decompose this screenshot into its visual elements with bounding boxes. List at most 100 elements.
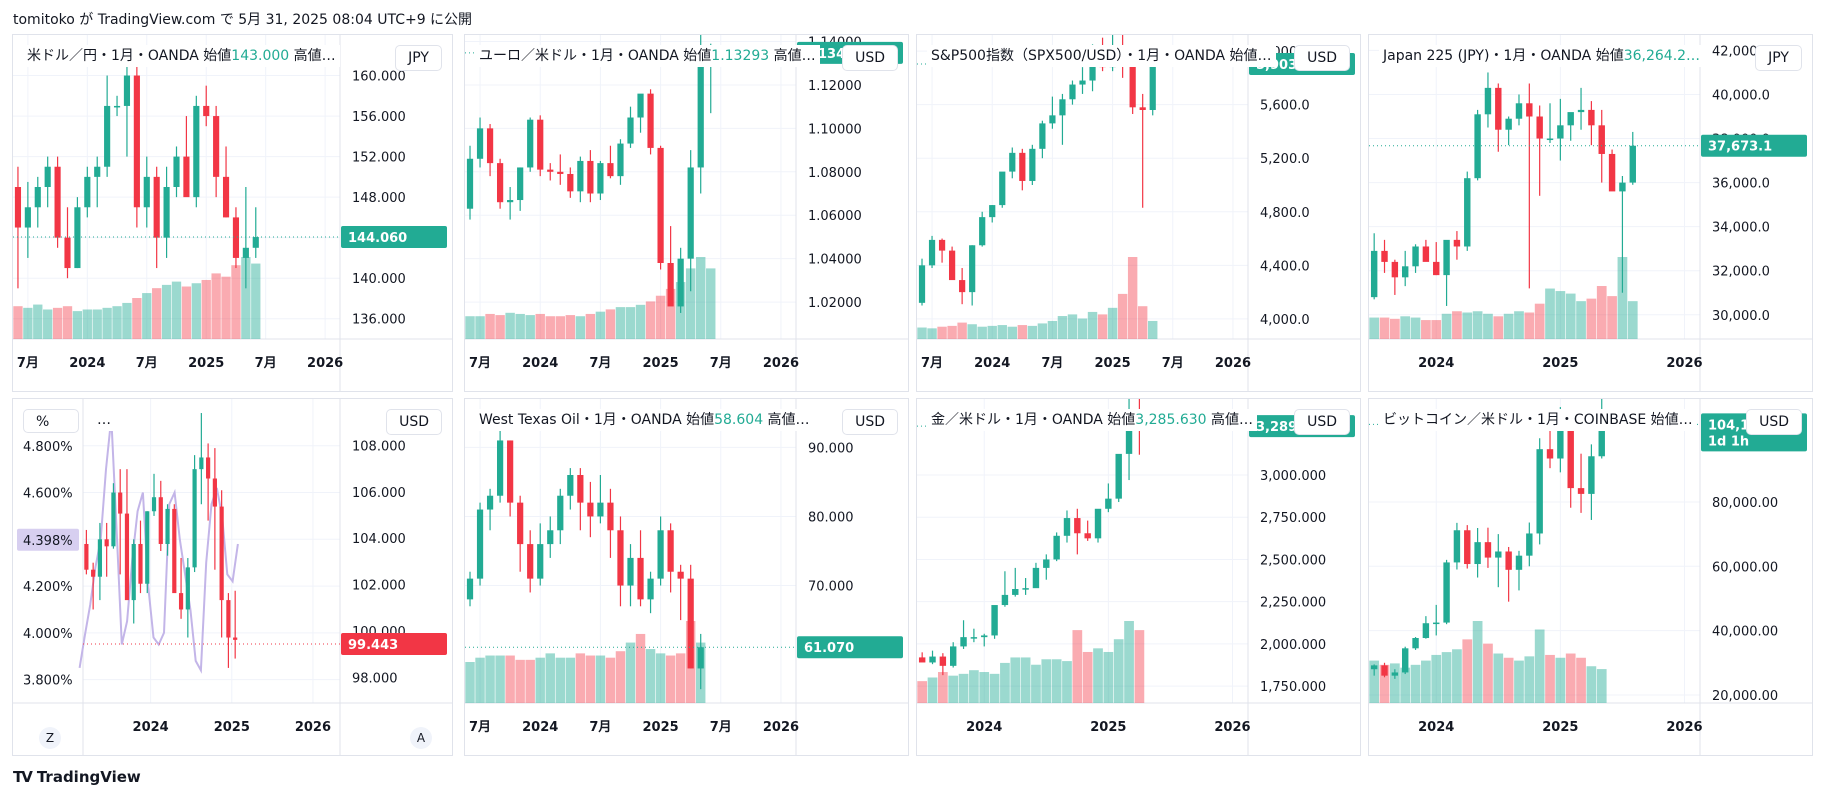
volume-bar <box>1431 320 1442 339</box>
candle-body <box>1370 250 1378 298</box>
volume-bar <box>505 655 515 703</box>
time-axis-label: 7月 <box>469 720 491 735</box>
candle-body <box>476 509 484 579</box>
volume-bar <box>1576 657 1586 703</box>
volume-bar <box>465 662 475 703</box>
candle-body <box>1536 116 1543 139</box>
volume-bar <box>1565 653 1576 703</box>
volume-bar <box>1051 659 1062 703</box>
currency-button[interactable]: USD <box>1746 409 1802 435</box>
volume-bar <box>1441 652 1452 703</box>
volume-bar <box>1041 659 1052 703</box>
candle-body <box>486 495 494 510</box>
volume-bar <box>43 309 53 339</box>
currency-button[interactable]: USD <box>842 409 898 435</box>
left-unit-button[interactable]: % <box>23 409 79 433</box>
time-axis-label: 2025 <box>1094 356 1130 371</box>
currency-button[interactable]: USD <box>386 409 442 435</box>
chart-panel-eurusd[interactable]: 1.02000 1.04000 1.06000 1.08000 1.10000 1.120… <box>464 34 909 392</box>
volume-bar <box>1596 669 1607 703</box>
volume-bar <box>1534 303 1545 339</box>
candle-body <box>647 578 654 600</box>
volume-bar <box>525 315 535 339</box>
candle-body <box>918 265 926 303</box>
chart-panel-spx500[interactable]: 4,000.0 4,400.0 4,800.0 5,200.0 5,600.0 6,000… <box>916 34 1361 392</box>
last-price-countdown: 1d 1h <box>1708 434 1749 449</box>
volume-bar <box>555 316 566 339</box>
currency-button[interactable]: USD <box>1294 45 1350 71</box>
candle-body <box>547 530 554 545</box>
currency-button[interactable]: JPY <box>395 45 442 71</box>
candle-body <box>677 571 684 579</box>
volume-bar <box>1617 257 1628 339</box>
candle-body <box>496 440 504 496</box>
candle-body <box>1139 107 1146 110</box>
volume-bar <box>1113 639 1124 703</box>
candle-body <box>557 495 564 531</box>
chart-panel-btcusd[interactable]: 20,000.00 40,000.00 60,000.00 80,000.00 2024… <box>1368 398 1813 756</box>
candle-body <box>1422 246 1430 262</box>
chart-panel-yield-dxy[interactable]: 3.800%4.000%4.200%4.400%4.600%4.800%98.0… <box>12 398 453 756</box>
candle-body <box>206 457 211 479</box>
right-axis-tick-label: 108.000 <box>352 439 406 454</box>
volume-bar <box>62 306 73 339</box>
tradingview-logo[interactable]: TV TradingView <box>13 768 141 786</box>
candle-body <box>145 511 150 584</box>
candle-body <box>1391 261 1399 278</box>
volume-bar <box>1472 311 1483 339</box>
volume-bar <box>665 288 676 339</box>
auto-scale-right-button[interactable]: A <box>410 727 432 749</box>
candle-body <box>1577 488 1585 494</box>
chart-panel-japan225[interactable]: 30,000.032,000.034,000.036,000.038,000.0… <box>1368 34 1813 392</box>
volume-bar <box>1082 651 1093 703</box>
volume-bar <box>1607 296 1617 339</box>
chart-title: ユーロ／米ドル・1月・OANDA 始値1.13293 高値… <box>475 45 820 67</box>
right-axis-tick-label: 2,750.000 <box>1260 511 1326 526</box>
volume-bar <box>475 657 485 703</box>
volume-bar <box>625 642 636 703</box>
candle-body <box>527 544 534 579</box>
currency-button[interactable]: USD <box>1294 409 1350 435</box>
volume-bar <box>1472 621 1483 703</box>
volume-bar <box>112 306 122 339</box>
right-axis-tick-label: 1.12000 <box>808 79 862 94</box>
candle-body <box>172 508 177 594</box>
currency-button[interactable]: JPY <box>1755 45 1802 71</box>
volume-bar <box>1545 288 1555 339</box>
candle-body <box>173 156 180 187</box>
candle-body <box>667 530 674 572</box>
candle-body <box>1053 535 1060 560</box>
volume-bar <box>635 633 646 703</box>
candle-body <box>999 171 1006 206</box>
left-axis-tick-label: 3.800% <box>23 674 73 689</box>
volume-bar <box>1027 325 1038 339</box>
volume-bar <box>927 677 938 703</box>
candle-body <box>123 75 131 106</box>
tradingview-logo-icon: TV <box>13 768 33 786</box>
auto-scale-left-button[interactable]: Z <box>39 727 61 749</box>
candle-body <box>677 258 684 307</box>
candle-body <box>1557 125 1564 139</box>
chart-panel-wti[interactable]: 70.000 80.000 90.000 7月 2024 7月 2025 7月 2026 61.0… <box>464 398 909 756</box>
volume-bar <box>947 325 957 339</box>
volume-bar <box>495 315 505 339</box>
candle-body <box>949 646 957 666</box>
time-axis-label: 2024 <box>133 720 169 735</box>
volume-bar <box>1514 660 1524 703</box>
volume-bar <box>1596 286 1607 339</box>
volume-bar <box>655 295 666 339</box>
volume-bar <box>1462 639 1473 703</box>
chart-panel-usdjpy[interactable]: 136.000140.000144.000148.000152.000156.0… <box>12 34 453 392</box>
right-axis-tick-label: 148.000 <box>352 191 406 206</box>
candle-body <box>1546 138 1554 141</box>
time-axis-label: 2024 <box>69 356 105 371</box>
volume-bar <box>1452 311 1462 339</box>
candle-body <box>131 543 136 601</box>
chart-panel-xauusd[interactable]: 1,750.000 2,000.000 2,250.000 2,500.000 2,75… <box>916 398 1361 756</box>
time-axis-label: 2026 <box>1666 720 1702 735</box>
volume-bar <box>201 279 211 339</box>
candle-body <box>199 457 204 470</box>
currency-button[interactable]: USD <box>842 45 898 71</box>
candle-body <box>1001 594 1009 606</box>
volume-bar <box>1452 649 1462 703</box>
